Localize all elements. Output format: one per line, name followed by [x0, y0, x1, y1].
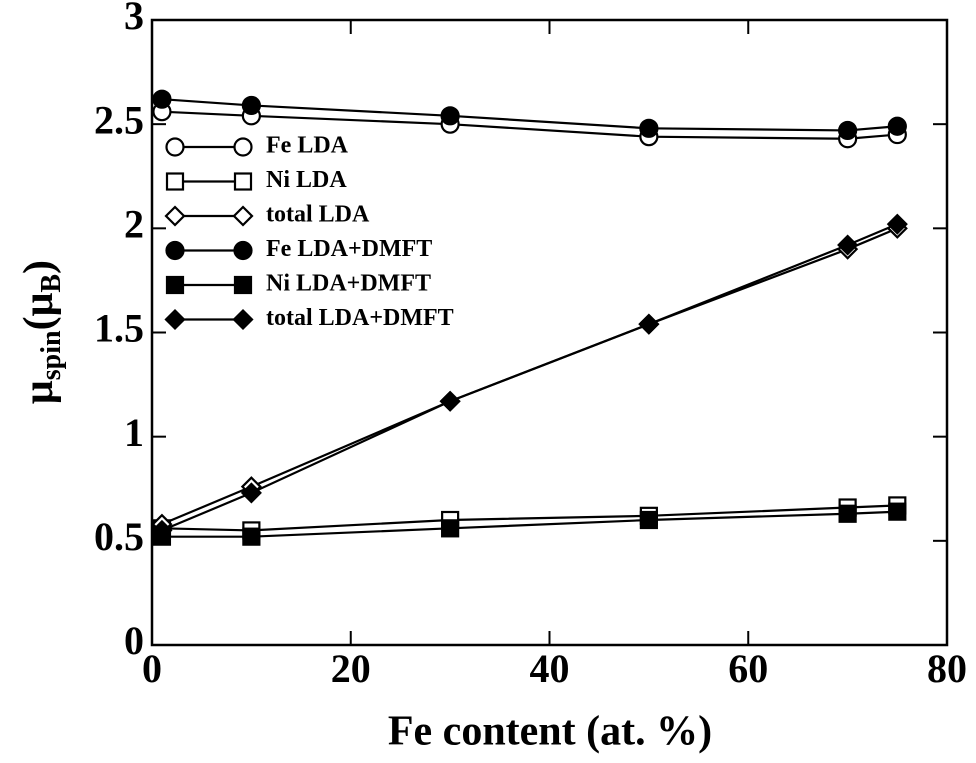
marker	[639, 510, 658, 530]
y-label-part: )	[16, 260, 62, 274]
y-tick-label: 2	[124, 202, 144, 247]
marker	[440, 106, 460, 126]
legend-label: Ni LDA	[266, 167, 347, 193]
marker	[888, 502, 907, 521]
marker	[837, 234, 859, 256]
legend-label: Ni LDA+DMFT	[266, 271, 431, 297]
legend-marker	[233, 275, 253, 295]
legend-label: Fe LDA+DMFT	[266, 236, 432, 262]
legend-marker	[233, 240, 253, 261]
marker	[152, 89, 172, 109]
y-label-part: (μ	[16, 292, 62, 330]
legend-label: Fe LDA	[266, 133, 349, 159]
marker	[638, 313, 660, 335]
marker	[242, 527, 261, 546]
x-tick-label: 40	[530, 646, 570, 691]
marker	[241, 95, 261, 116]
series-line	[161, 510, 898, 538]
y-label-part: B	[36, 274, 67, 293]
y-label-part: spin	[36, 330, 67, 380]
series-line	[161, 98, 898, 132]
x-tick-label: 20	[331, 646, 371, 691]
legend-marker	[233, 137, 253, 157]
marker	[441, 519, 460, 538]
series-line	[161, 223, 898, 532]
legend-marker	[232, 308, 254, 331]
legend-marker	[233, 172, 253, 191]
legend-marker	[232, 205, 254, 227]
legend-label: total LDA	[266, 202, 370, 228]
y-tick-label: 2.5	[94, 97, 144, 142]
marker	[639, 118, 659, 138]
x-axis-label: Fe content (at. %)	[388, 709, 712, 755]
legend-marker	[165, 137, 185, 157]
marker	[151, 519, 173, 541]
marker	[838, 504, 857, 523]
x-tick-label: 60	[728, 646, 768, 691]
marker	[838, 120, 858, 141]
plot-frame	[150, 18, 949, 647]
legend-marker	[165, 275, 185, 295]
legend-marker	[165, 240, 185, 261]
marker	[439, 390, 461, 412]
y-tick-label: 1	[124, 410, 144, 455]
marker	[887, 116, 907, 136]
series-line	[161, 504, 898, 532]
legend-label: total LDA+DMFT	[266, 305, 454, 331]
x-tick-label: 0	[142, 646, 162, 691]
marker	[240, 482, 262, 504]
y-tick-label: 0.5	[94, 514, 144, 559]
x-tick-label: 80	[927, 646, 967, 691]
marker	[886, 213, 908, 235]
y-axis-label: μspin(μB)	[16, 260, 68, 404]
y-tick-label: 1.5	[94, 306, 144, 351]
legend-marker	[165, 172, 185, 191]
legend-marker	[164, 308, 186, 331]
y-label-part: μ	[16, 380, 62, 404]
y-tick-label: 3	[124, 0, 144, 38]
legend-marker	[164, 205, 186, 227]
y-tick-label: 0	[124, 618, 144, 663]
